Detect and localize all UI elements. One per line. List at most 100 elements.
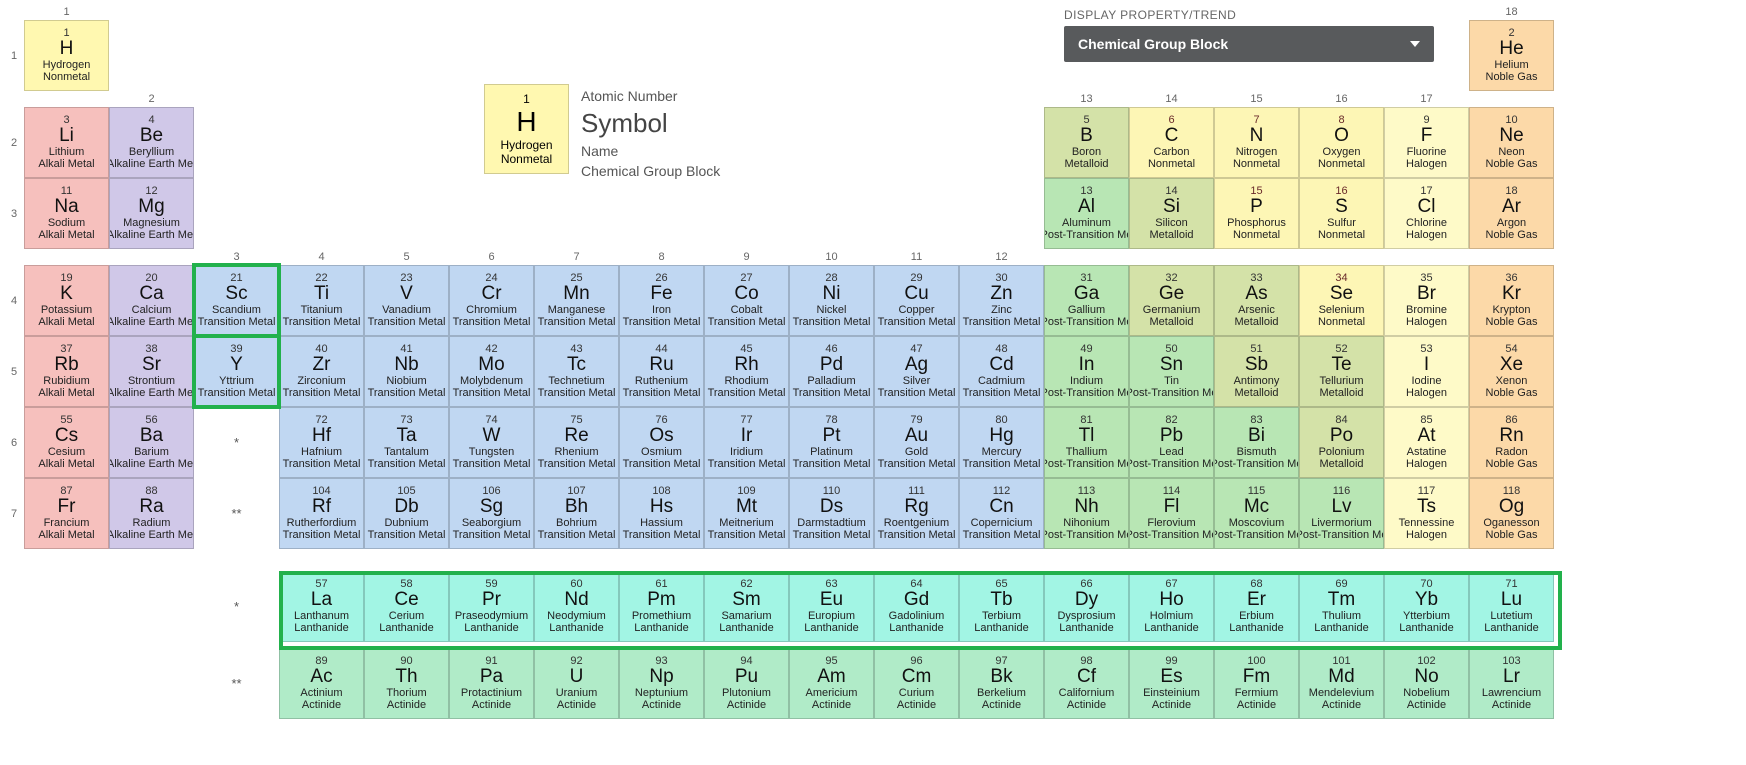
element-At[interactable]: 85AtAstatineHalogen: [1384, 407, 1469, 478]
element-Ni[interactable]: 28NiNickelTransition Metal: [789, 265, 874, 336]
element-Th[interactable]: 90ThThoriumActinide: [364, 648, 449, 719]
element-U[interactable]: 92UUraniumActinide: [534, 648, 619, 719]
element-Tc[interactable]: 43TcTechnetiumTransition Metal: [534, 336, 619, 407]
element-Zr[interactable]: 40ZrZirconiumTransition Metal: [279, 336, 364, 407]
element-Tb[interactable]: 65TbTerbiumLanthanide: [959, 571, 1044, 642]
element-Sn[interactable]: 50SnTinPost-Transition Me: [1129, 336, 1214, 407]
element-Lv[interactable]: 116LvLivermoriumPost-Transition Me: [1299, 478, 1384, 549]
element-Be[interactable]: 4BeBerylliumAlkaline Earth Met: [109, 107, 194, 178]
element-Li[interactable]: 3LiLithiumAlkali Metal: [24, 107, 109, 178]
element-Ho[interactable]: 67HoHolmiumLanthanide: [1129, 571, 1214, 642]
element-Nd[interactable]: 60NdNeodymiumLanthanide: [534, 571, 619, 642]
element-Fe[interactable]: 26FeIronTransition Metal: [619, 265, 704, 336]
element-Fm[interactable]: 100FmFermiumActinide: [1214, 648, 1299, 719]
element-P[interactable]: 15PPhosphorusNonmetal: [1214, 178, 1299, 249]
element-Rn[interactable]: 86RnRadonNoble Gas: [1469, 407, 1554, 478]
element-Og[interactable]: 118OgOganessonNoble Gas: [1469, 478, 1554, 549]
element-Pr[interactable]: 59PrPraseodymiumLanthanide: [449, 571, 534, 642]
element-Cl[interactable]: 17ClChlorineHalogen: [1384, 178, 1469, 249]
element-Te[interactable]: 52TeTelluriumMetalloid: [1299, 336, 1384, 407]
element-Ca[interactable]: 20CaCalciumAlkaline Earth Met: [109, 265, 194, 336]
element-Rb[interactable]: 37RbRubidiumAlkali Metal: [24, 336, 109, 407]
element-Sr[interactable]: 38SrStrontiumAlkaline Earth Met: [109, 336, 194, 407]
element-V[interactable]: 23VVanadiumTransition Metal: [364, 265, 449, 336]
element-Ar[interactable]: 18ArArgonNoble Gas: [1469, 178, 1554, 249]
element-K[interactable]: 19KPotassiumAlkali Metal: [24, 265, 109, 336]
element-Nb[interactable]: 41NbNiobiumTransition Metal: [364, 336, 449, 407]
element-Mc[interactable]: 115McMoscoviumPost-Transition Me: [1214, 478, 1299, 549]
element-Lu[interactable]: 71LuLutetiumLanthanide: [1469, 571, 1554, 642]
element-Lr[interactable]: 103LrLawrenciumActinide: [1469, 648, 1554, 719]
element-In[interactable]: 49InIndiumPost-Transition Me: [1044, 336, 1129, 407]
element-Re[interactable]: 75ReRheniumTransition Metal: [534, 407, 619, 478]
element-Se[interactable]: 34SeSeleniumNonmetal: [1299, 265, 1384, 336]
element-O[interactable]: 8OOxygenNonmetal: [1299, 107, 1384, 178]
element-Sm[interactable]: 62SmSamariumLanthanide: [704, 571, 789, 642]
element-Gd[interactable]: 64GdGadoliniumLanthanide: [874, 571, 959, 642]
element-Cs[interactable]: 55CsCesiumAlkali Metal: [24, 407, 109, 478]
element-Rg[interactable]: 111RgRoentgeniumTransition Metal: [874, 478, 959, 549]
element-Np[interactable]: 93NpNeptuniumActinide: [619, 648, 704, 719]
element-Br[interactable]: 35BrBromineHalogen: [1384, 265, 1469, 336]
element-S[interactable]: 16SSulfurNonmetal: [1299, 178, 1384, 249]
element-Cu[interactable]: 29CuCopperTransition Metal: [874, 265, 959, 336]
element-Hs[interactable]: 108HsHassiumTransition Metal: [619, 478, 704, 549]
element-W[interactable]: 74WTungstenTransition Metal: [449, 407, 534, 478]
element-Pd[interactable]: 46PdPalladiumTransition Metal: [789, 336, 874, 407]
element-Pt[interactable]: 78PtPlatinumTransition Metal: [789, 407, 874, 478]
element-Mo[interactable]: 42MoMolybdenumTransition Metal: [449, 336, 534, 407]
element-Sb[interactable]: 51SbAntimonyMetalloid: [1214, 336, 1299, 407]
element-N[interactable]: 7NNitrogenNonmetal: [1214, 107, 1299, 178]
element-Pb[interactable]: 82PbLeadPost-Transition Me: [1129, 407, 1214, 478]
element-Au[interactable]: 79AuGoldTransition Metal: [874, 407, 959, 478]
element-I[interactable]: 53IIodineHalogen: [1384, 336, 1469, 407]
element-Mt[interactable]: 109MtMeitneriumTransition Metal: [704, 478, 789, 549]
element-Xe[interactable]: 54XeXenonNoble Gas: [1469, 336, 1554, 407]
element-Cn[interactable]: 112CnCoperniciumTransition Metal: [959, 478, 1044, 549]
element-Ge[interactable]: 32GeGermaniumMetalloid: [1129, 265, 1214, 336]
element-F[interactable]: 9FFluorineHalogen: [1384, 107, 1469, 178]
element-Md[interactable]: 101MdMendeleviumActinide: [1299, 648, 1384, 719]
element-Kr[interactable]: 36KrKryptonNoble Gas: [1469, 265, 1554, 336]
element-Cf[interactable]: 98CfCaliforniumActinide: [1044, 648, 1129, 719]
element-Yb[interactable]: 70YbYtterbiumLanthanide: [1384, 571, 1469, 642]
element-Po[interactable]: 84PoPoloniumMetalloid: [1299, 407, 1384, 478]
element-Rf[interactable]: 104RfRutherfordiumTransition Metal: [279, 478, 364, 549]
element-Bk[interactable]: 97BkBerkeliumActinide: [959, 648, 1044, 719]
element-Cd[interactable]: 48CdCadmiumTransition Metal: [959, 336, 1044, 407]
element-Ce[interactable]: 58CeCeriumLanthanide: [364, 571, 449, 642]
element-Ra[interactable]: 88RaRadiumAlkaline Earth Met: [109, 478, 194, 549]
element-Mg[interactable]: 12MgMagnesiumAlkaline Earth Met: [109, 178, 194, 249]
element-Ru[interactable]: 44RuRutheniumTransition Metal: [619, 336, 704, 407]
element-Cm[interactable]: 96CmCuriumActinide: [874, 648, 959, 719]
element-Eu[interactable]: 63EuEuropiumLanthanide: [789, 571, 874, 642]
element-He[interactable]: 2HeHeliumNoble Gas: [1469, 20, 1554, 91]
element-Hf[interactable]: 72HfHafniumTransition Metal: [279, 407, 364, 478]
element-Tm[interactable]: 69TmThuliumLanthanide: [1299, 571, 1384, 642]
element-As[interactable]: 33AsArsenicMetalloid: [1214, 265, 1299, 336]
element-Os[interactable]: 76OsOsmiumTransition Metal: [619, 407, 704, 478]
element-Mn[interactable]: 25MnManganeseTransition Metal: [534, 265, 619, 336]
element-Ir[interactable]: 77IrIridiumTransition Metal: [704, 407, 789, 478]
element-Ag[interactable]: 47AgSilverTransition Metal: [874, 336, 959, 407]
element-H[interactable]: 1HHydrogenNonmetal: [24, 20, 109, 91]
element-C[interactable]: 6CCarbonNonmetal: [1129, 107, 1214, 178]
element-Ta[interactable]: 73TaTantalumTransition Metal: [364, 407, 449, 478]
element-Am[interactable]: 95AmAmericiumActinide: [789, 648, 874, 719]
element-Pa[interactable]: 91PaProtactiniumActinide: [449, 648, 534, 719]
element-Zn[interactable]: 30ZnZincTransition Metal: [959, 265, 1044, 336]
element-Pm[interactable]: 61PmPromethiumLanthanide: [619, 571, 704, 642]
element-No[interactable]: 102NoNobeliumActinide: [1384, 648, 1469, 719]
element-Al[interactable]: 13AlAluminumPost-Transition Me: [1044, 178, 1129, 249]
element-Er[interactable]: 68ErErbiumLanthanide: [1214, 571, 1299, 642]
element-Nh[interactable]: 113NhNihoniumPost-Transition Me: [1044, 478, 1129, 549]
element-Pu[interactable]: 94PuPlutoniumActinide: [704, 648, 789, 719]
element-Si[interactable]: 14SiSiliconMetalloid: [1129, 178, 1214, 249]
element-B[interactable]: 5BBoronMetalloid: [1044, 107, 1129, 178]
element-La[interactable]: 57LaLanthanumLanthanide: [279, 571, 364, 642]
element-Ga[interactable]: 31GaGalliumPost-Transition Me: [1044, 265, 1129, 336]
element-Tl[interactable]: 81TlThalliumPost-Transition Me: [1044, 407, 1129, 478]
element-Db[interactable]: 105DbDubniumTransition Metal: [364, 478, 449, 549]
element-Co[interactable]: 27CoCobaltTransition Metal: [704, 265, 789, 336]
element-Ac[interactable]: 89AcActiniumActinide: [279, 648, 364, 719]
